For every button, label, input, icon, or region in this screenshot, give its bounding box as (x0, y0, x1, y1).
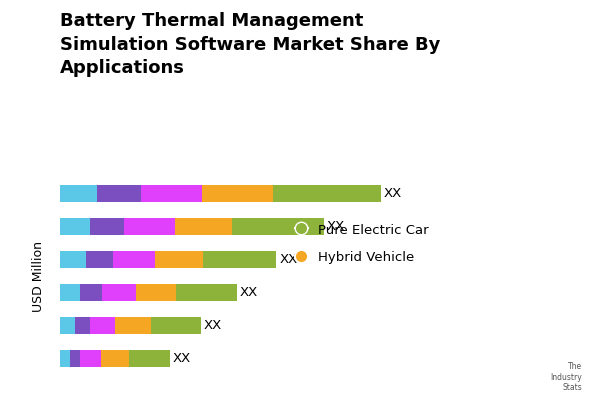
Bar (91, 218, 124, 235)
Bar (203, 251, 277, 268)
Bar (90, 317, 115, 334)
Bar (151, 317, 202, 334)
Text: Battery Thermal Management
Simulation Software Market Share By
Applications: Battery Thermal Management Simulation So… (60, 12, 440, 77)
Text: XX: XX (326, 220, 345, 233)
Bar (60, 284, 80, 301)
Bar (80, 350, 101, 367)
Bar (60, 251, 86, 268)
Bar (60, 317, 75, 334)
Bar (155, 251, 203, 268)
Bar (175, 218, 232, 235)
Text: XX: XX (279, 253, 298, 266)
Bar (60, 218, 91, 235)
Bar (102, 284, 136, 301)
Text: XX: XX (240, 286, 258, 299)
Bar (86, 251, 113, 268)
Bar (80, 284, 102, 301)
Bar (232, 218, 324, 235)
Text: XX: XX (384, 187, 402, 200)
Bar (97, 185, 141, 202)
Bar (101, 350, 129, 367)
Bar (136, 284, 176, 301)
Bar (70, 350, 80, 367)
Bar (129, 350, 170, 367)
Bar (60, 185, 97, 202)
Text: The
Industry
Stats: The Industry Stats (550, 362, 582, 392)
Bar (75, 317, 90, 334)
Legend: Pure Electric Car, Hybrid Vehicle: Pure Electric Car, Hybrid Vehicle (290, 218, 433, 268)
Bar (202, 185, 273, 202)
Bar (141, 185, 202, 202)
Bar (273, 185, 381, 202)
Bar (113, 251, 155, 268)
Text: XX: XX (172, 352, 191, 365)
Bar (124, 218, 175, 235)
Text: XX: XX (204, 319, 223, 332)
Bar (60, 350, 70, 367)
Y-axis label: USD Million: USD Million (32, 240, 45, 312)
Bar (176, 284, 237, 301)
Bar (115, 317, 151, 334)
